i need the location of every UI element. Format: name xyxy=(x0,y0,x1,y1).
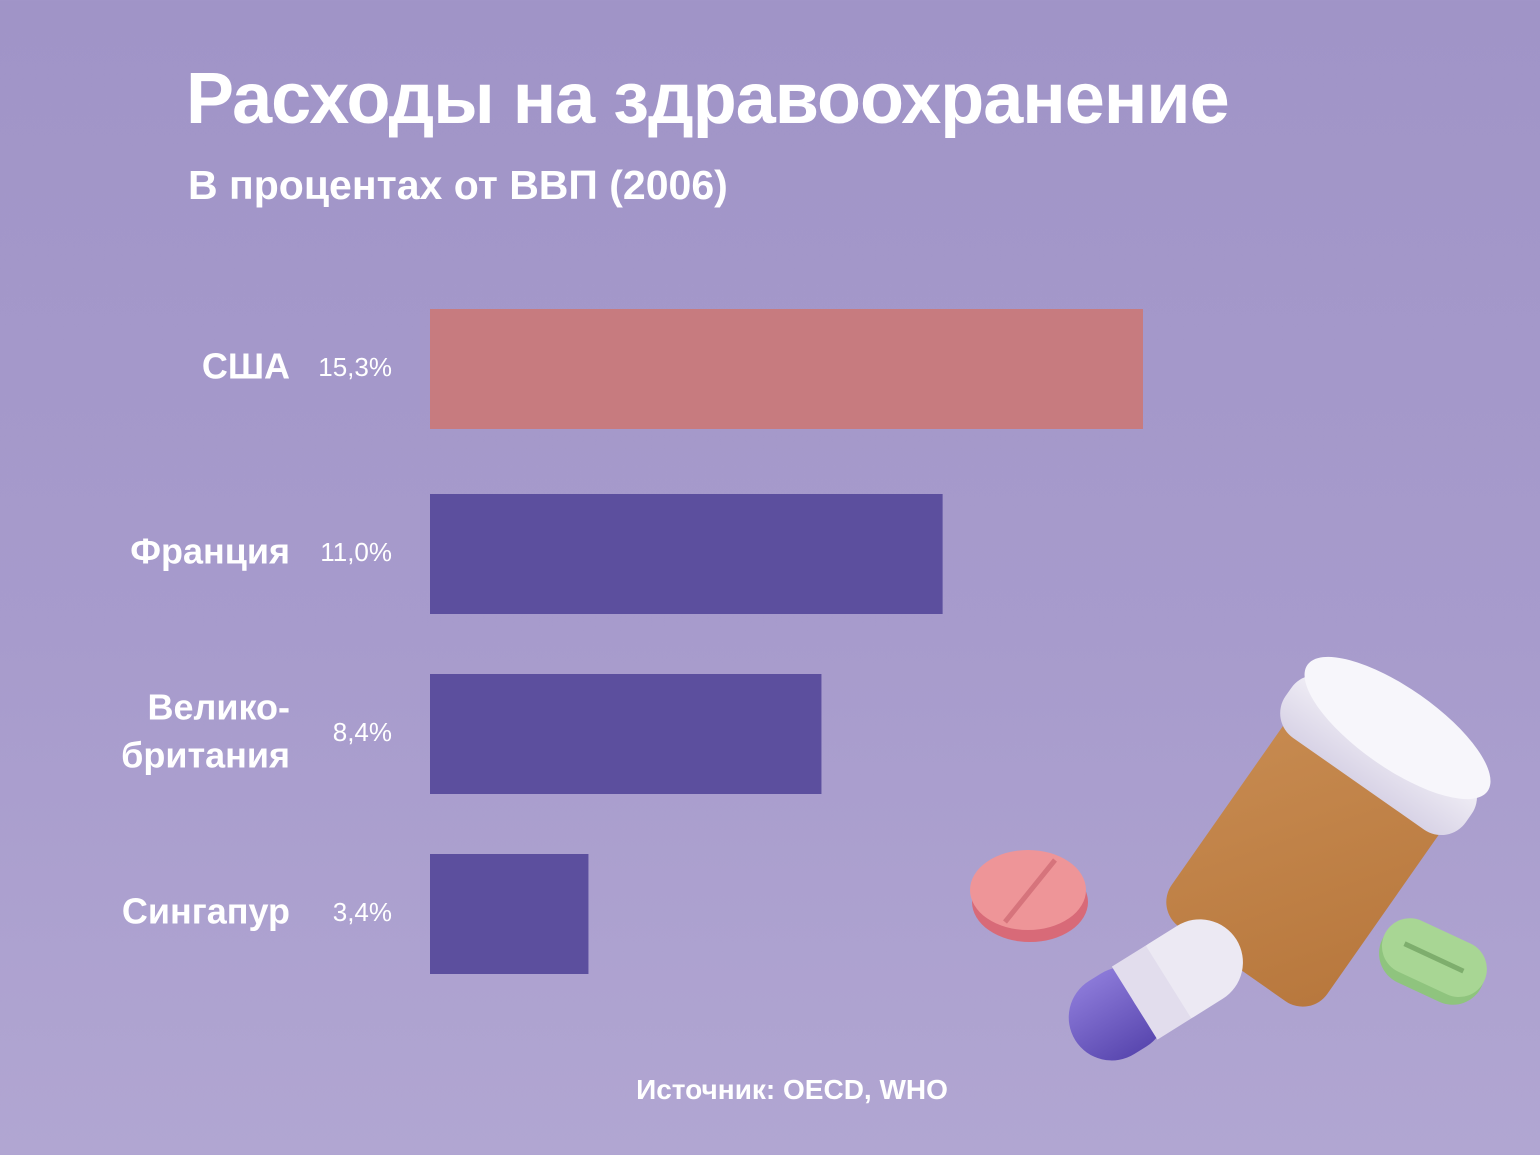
green-tablet-icon xyxy=(1379,918,1487,1005)
category-label: Сингапур xyxy=(122,891,290,932)
bar xyxy=(430,494,943,614)
bottle-icon xyxy=(1166,656,1491,1007)
value-label: 15,3% xyxy=(318,352,392,382)
category-label: британия xyxy=(121,735,290,776)
chart-subtitle: В процентах от ВВП (2006) xyxy=(188,162,728,208)
bar xyxy=(430,309,1143,429)
source-note: Источник: OECD, WHO xyxy=(636,1074,948,1105)
category-label: США xyxy=(202,346,290,387)
capsule-icon xyxy=(1068,919,1243,1061)
category-label: Велико- xyxy=(147,687,290,728)
value-label: 11,0% xyxy=(320,537,392,567)
bar xyxy=(430,854,589,974)
category-label: Франция xyxy=(130,531,290,572)
value-label: 3,4% xyxy=(333,897,392,927)
bar xyxy=(430,674,822,794)
chart-title: Расходы на здравоохранение xyxy=(186,59,1230,139)
pill-bottle-illustration xyxy=(970,656,1491,1061)
pink-tablet-icon xyxy=(970,850,1088,942)
value-label: 8,4% xyxy=(333,717,392,747)
